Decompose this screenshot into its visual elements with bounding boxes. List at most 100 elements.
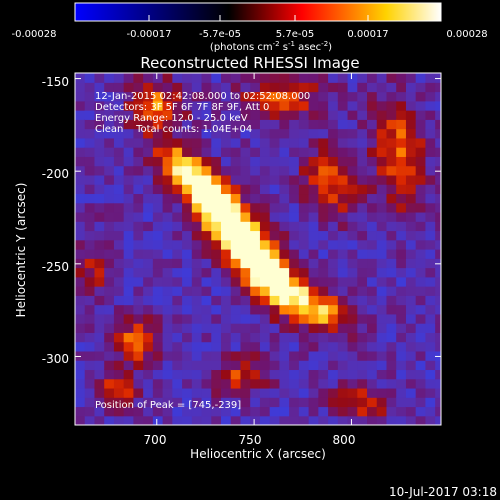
image-pixel [347, 119, 358, 130]
image-pixel [318, 387, 329, 398]
image-pixel [386, 249, 397, 259]
image-pixel [405, 239, 417, 250]
image-pixel [328, 100, 339, 111]
image-pixel [113, 110, 125, 120]
image-pixel [337, 128, 349, 139]
image-pixel [84, 323, 96, 333]
image-pixel [230, 165, 242, 176]
image-pixel [221, 332, 232, 343]
image-pixel [259, 174, 271, 185]
image-pixel [269, 100, 281, 111]
image-pixel [279, 165, 290, 176]
image-pixel [328, 258, 339, 269]
image-pixel [328, 313, 339, 324]
image-pixel [425, 369, 436, 380]
image-pixel [396, 91, 407, 102]
image-pixel [298, 119, 310, 130]
image-pixel [75, 174, 86, 185]
image-pixel [172, 230, 183, 241]
image-pixel [279, 332, 290, 343]
image-pixel [279, 378, 290, 389]
image-pixel [75, 128, 86, 139]
image-pixel [328, 350, 339, 361]
image-pixel [279, 406, 290, 417]
image-pixel [191, 137, 203, 148]
image-pixel [133, 313, 144, 324]
image-pixel [104, 249, 115, 259]
image-pixel [143, 119, 154, 130]
image-pixel [182, 415, 193, 425]
image-pixel [259, 156, 271, 167]
image-pixel [191, 304, 203, 315]
image-pixel [143, 267, 154, 278]
image-pixel [94, 239, 105, 250]
image-pixel [143, 387, 154, 398]
image-pixel [405, 202, 417, 213]
image-pixel [201, 202, 212, 213]
image-pixel [84, 239, 96, 250]
image-pixel [435, 174, 441, 185]
image-pixel [104, 184, 115, 195]
image-pixel [133, 249, 144, 259]
image-pixel [221, 230, 232, 241]
image-pixel [211, 110, 222, 120]
image-pixel [162, 156, 173, 167]
image-pixel [357, 249, 368, 259]
image-pixel [279, 174, 290, 185]
image-pixel [221, 91, 232, 102]
image-pixel [211, 174, 222, 185]
image-pixel [104, 221, 115, 232]
image-pixel [347, 378, 358, 389]
image-pixel [84, 295, 96, 306]
image-pixel [367, 239, 378, 250]
image-pixel [162, 91, 173, 102]
x-tick-label: 700 [144, 433, 167, 447]
image-pixel [104, 313, 115, 324]
image-pixel [347, 230, 358, 241]
image-pixel [143, 184, 154, 195]
image-pixel [308, 230, 319, 241]
image-pixel [104, 323, 115, 333]
image-pixel [415, 100, 427, 111]
image-pixel [201, 147, 212, 157]
image-pixel [308, 239, 319, 250]
image-pixel [259, 360, 271, 371]
image-pixel [94, 193, 105, 204]
image-pixel [152, 360, 164, 371]
image-pixel [240, 258, 251, 269]
image-pixel [328, 128, 339, 139]
annotation-time-range: 12-Jan-2015 02:42:08.000 to 02:52:08.000 [95, 91, 310, 102]
image-pixel [162, 137, 173, 148]
image-pixel [259, 73, 271, 83]
image-pixel [376, 147, 388, 157]
image-pixel [172, 360, 183, 371]
image-pixel [298, 82, 310, 93]
image-pixel [182, 332, 193, 343]
image-pixel [435, 258, 441, 269]
image-pixel [191, 184, 203, 195]
image-pixel [162, 406, 173, 417]
image-pixel [396, 110, 407, 120]
image-pixel [152, 397, 164, 408]
image-pixel [298, 341, 310, 352]
image-pixel [376, 230, 388, 241]
image-pixel [230, 415, 242, 425]
image-pixel [172, 323, 183, 333]
image-pixel [221, 174, 232, 185]
image-pixel [201, 313, 212, 324]
image-pixel [84, 369, 96, 380]
image-pixel [425, 323, 436, 333]
image-pixel [94, 165, 105, 176]
image-pixel [269, 202, 281, 213]
image-pixel [386, 221, 397, 232]
image-pixel [172, 341, 183, 352]
image-pixel [123, 249, 134, 259]
image-pixel [376, 239, 388, 250]
image-pixel [337, 341, 349, 352]
image-pixel [347, 73, 358, 83]
image-pixel [386, 387, 397, 398]
image-pixel [250, 137, 261, 148]
image-pixel [240, 360, 251, 371]
image-pixel [221, 110, 232, 120]
image-pixel [104, 304, 115, 315]
